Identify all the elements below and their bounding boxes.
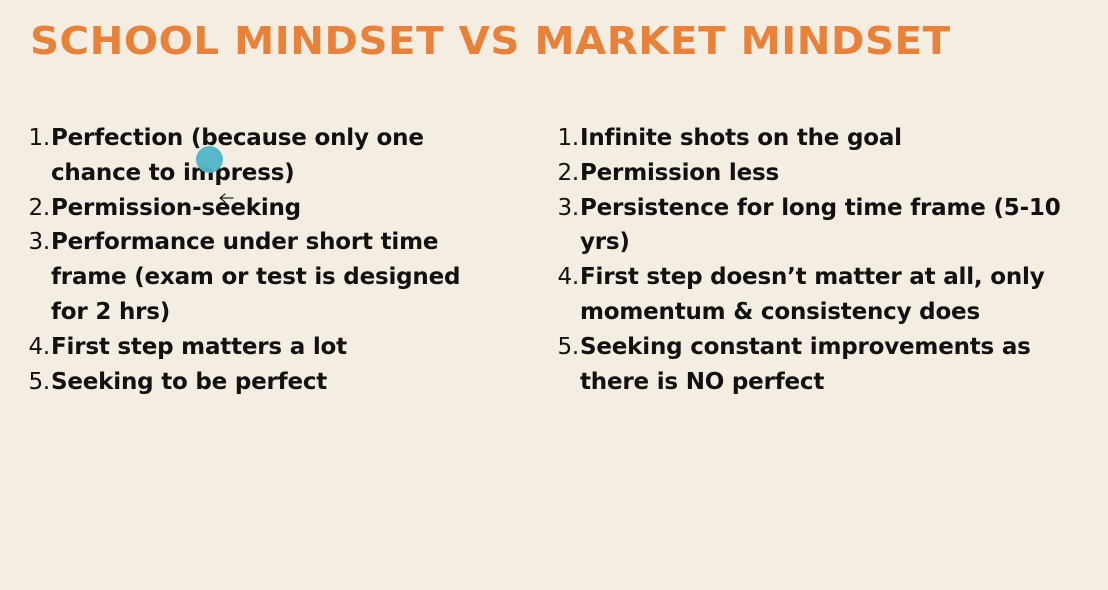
- list-text: Seeking constant improvements as there i…: [580, 333, 1031, 395]
- market-mindset-list: 1. Infinite shots on the goal 2. Permiss…: [553, 121, 1088, 399]
- list-text: Permission-seeking: [51, 194, 301, 221]
- list-item: 1. Perfection (because only one chance t…: [24, 121, 504, 191]
- list-number: 3.: [557, 194, 579, 221]
- list-number: 2.: [557, 159, 579, 186]
- list-number: 1.: [557, 125, 579, 151]
- arrow-left-cursor-icon: [219, 193, 234, 203]
- list-text: First step doesn’t matter at all, only m…: [580, 264, 1045, 325]
- presenter-pointer-dot: [196, 146, 223, 173]
- list-number: 2.: [28, 194, 50, 221]
- list-item: 3. Performance under short time frame (e…: [24, 225, 504, 329]
- slide-title: SCHOOL MINDSET VS MARKET MINDSET: [30, 19, 951, 63]
- school-mindset-list: 1. Perfection (because only one chance t…: [24, 121, 504, 399]
- list-number: 4.: [557, 264, 579, 291]
- list-item: 5. Seeking constant improvements as ther…: [553, 330, 1088, 400]
- list-item: 5. Seeking to be perfect: [24, 365, 504, 400]
- list-item: 4. First step matters a lot: [24, 330, 504, 365]
- list-number: 4.: [28, 333, 50, 360]
- list-number: 5.: [28, 368, 50, 395]
- list-text: Seeking to be perfect: [51, 368, 328, 395]
- list-item: 2. Permission less: [553, 156, 1088, 191]
- list-text: First step matters a lot: [51, 333, 347, 360]
- list-text: Persistence for long time frame (5-10 yr…: [580, 194, 1061, 256]
- list-item: 3. Persistence for long time frame (5-10…: [553, 191, 1088, 261]
- list-item: 4. First step doesn’t matter at all, onl…: [553, 260, 1088, 330]
- list-item: 2. Permission-seeking: [24, 191, 504, 226]
- list-text: Perfection (because only one chance to i…: [51, 125, 424, 186]
- list-text: Infinite shots on the goal: [580, 125, 902, 151]
- list-text: Performance under short time frame (exam…: [51, 229, 461, 325]
- list-item: 1. Infinite shots on the goal: [553, 121, 1088, 156]
- list-number: 1.: [28, 125, 50, 151]
- list-text: Permission less: [580, 159, 779, 186]
- list-number: 5.: [557, 333, 579, 360]
- list-number: 3.: [28, 229, 50, 256]
